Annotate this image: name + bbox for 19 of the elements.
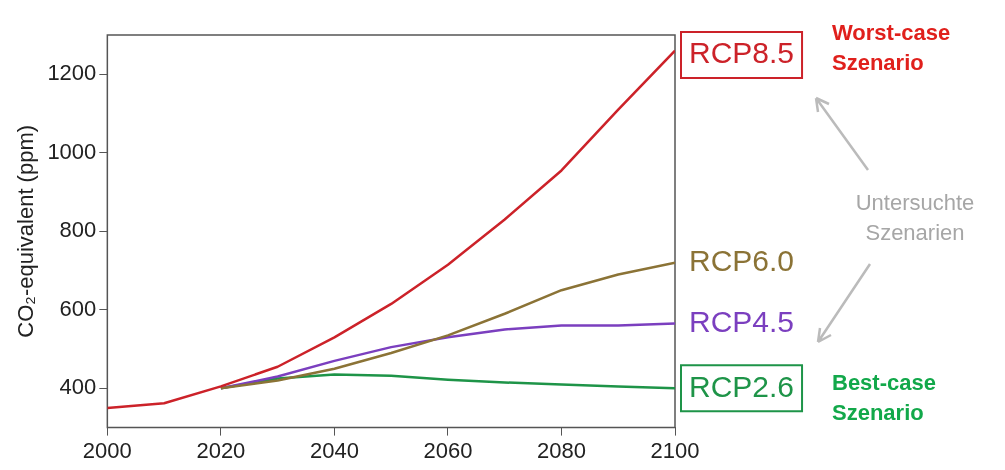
- y-tick-label: 1200: [47, 60, 97, 86]
- x-tick-label: 2080: [536, 437, 586, 463]
- y-tick-label: 1000: [47, 138, 97, 164]
- x-tick-label: 2100: [650, 437, 700, 463]
- series-label: RCP6.0: [689, 243, 795, 277]
- y-tick-label: 600: [59, 295, 97, 321]
- x-tick-label: 2020: [196, 437, 246, 463]
- series-label: RCP8.5: [689, 36, 795, 70]
- text: Untersuchte Szenarien: [854, 189, 976, 247]
- y-tick-label: 800: [59, 217, 97, 243]
- series-label: RCP4.5: [689, 304, 795, 338]
- text: Worst-case Szenario: [832, 19, 952, 77]
- series-label: RCP2.6: [689, 369, 795, 403]
- x-tick-label: 2060: [423, 437, 473, 463]
- x-tick-label: 2000: [82, 437, 132, 463]
- y-tick-label: 400: [59, 374, 97, 400]
- y-axis-title: CO₂-equivalent (ppm): [13, 124, 39, 338]
- x-tick-label: 2040: [309, 437, 359, 463]
- text: Best-case Szenario: [832, 369, 937, 427]
